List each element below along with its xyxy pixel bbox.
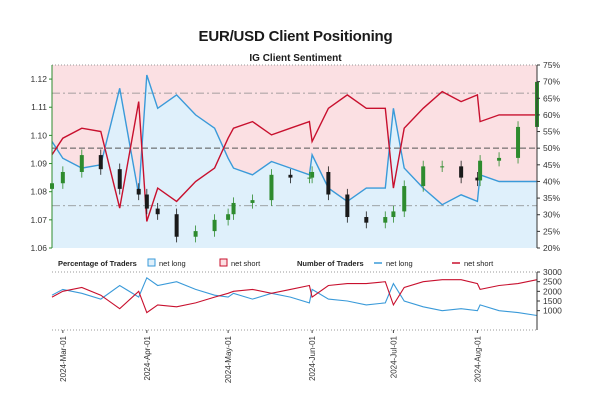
legend-num-long-label: net long [386,259,413,268]
candle-body-24 [421,166,426,187]
candle-body-3 [98,155,103,170]
candle-body-26 [459,166,464,178]
right-tick-label-6: 50% [543,143,560,153]
right-tick-label-3: 35% [543,193,560,203]
sub-right-tick-label-1: 1500 [543,296,562,306]
candle-body-28 [478,160,483,181]
x-tick-label-5: 2024-Aug-01 [473,335,482,382]
right-tick-label-4: 40% [543,176,560,186]
left-tick-label-6: 1.12 [30,74,47,84]
candle-body-5 [136,188,141,195]
traders-line-net-long [51,276,538,317]
x-tick-label-0: 2024-Mar-01 [59,335,68,381]
candle-body-29 [497,157,502,161]
candle-body-20 [364,217,369,223]
left-tick-label-1: 1.07 [30,215,47,225]
candle-body-6 [144,194,149,209]
x-tick-label-4: 2024-Jul-01 [389,335,398,378]
candle-body-17 [310,171,315,178]
pct-line-net-long [51,74,537,206]
legend-pct-title: Percentage of Traders [58,259,137,268]
candle-body-7 [155,208,160,215]
right-tick-label-5: 45% [543,160,560,170]
candle-body-4 [117,169,122,189]
candle-body-27 [475,177,480,181]
legend-row: Percentage of Traders net long net short Nu… [58,258,494,268]
candle-body-10 [212,219,217,232]
candle-body-14 [269,174,274,201]
candle-body-2 [79,155,84,172]
left-tick-label-5: 1.11 [31,102,47,112]
right-tick-label-2: 30% [543,210,560,220]
candle-body-23 [402,186,407,212]
candle-body-30 [516,126,521,158]
candle-body-8 [174,214,179,237]
legend-num-short-label: net short [464,259,494,268]
chart-subtitle: IG Client Sentiment [249,53,342,64]
left-tick-label-4: 1.10 [30,130,47,140]
chart-title: EUR/USD Client Positioning [198,28,393,45]
right-tick-label-11: 75% [543,60,560,70]
candle-body-12 [231,202,236,215]
candle-body-25 [440,166,445,168]
legend-num-title: Number of Traders [297,259,364,268]
legend-pct-long-swatch [147,258,156,267]
candle-body-9 [193,231,198,237]
sub-right-tick-label-4: 3000 [543,267,562,277]
x-tick-label-3: 2024-Jun-01 [308,335,317,380]
candle-body-22 [391,211,396,218]
left-tick-label-2: 1.08 [30,187,47,197]
sub-right-tick-label-2: 2000 [543,286,562,296]
traders-line-net-short [51,279,538,314]
legend-pct-long-label: net long [159,259,186,268]
candle-body-21 [383,217,388,223]
sub-right-tick-label-3: 2500 [543,277,562,287]
x-tick-label-1: 2024-Apr-01 [143,335,152,380]
right-tick-label-9: 65% [543,93,560,103]
legend-pct-short-swatch [219,258,228,267]
left-tick-label-0: 1.06 [30,243,47,253]
right-tick-label-8: 60% [543,110,560,120]
x-tick-label-2: 2024-May-01 [224,335,233,383]
sub-right-tick-label-0: 1000 [543,306,562,316]
x-axis: 2024-Mar-01 2024-Apr-01 2024-May-01 2024-Ju… [59,330,482,383]
candle-body-18 [326,171,331,195]
right-tick-label-7: 55% [543,127,560,137]
long-fill-area [52,75,537,248]
legend-pct-short-label: net short [231,259,261,268]
candle-body-15 [288,174,293,178]
candle-body-11 [226,214,231,220]
candle-body-1 [60,171,65,184]
main-panel: 1.06 1.07 1.08 1.09 1.10 1.11 1.12 20% 25% 30% 35%… [30,60,560,253]
candle-body-13 [250,200,255,203]
pct-line-net-short [51,90,537,222]
right-tick-label-0: 20% [543,243,560,253]
candle-body-16 [307,177,312,179]
right-tick-label-1: 25% [543,226,560,236]
candle-body-19 [345,194,350,218]
left-tick-label-3: 1.09 [30,159,47,169]
right-tick-label-10: 70% [543,77,560,87]
